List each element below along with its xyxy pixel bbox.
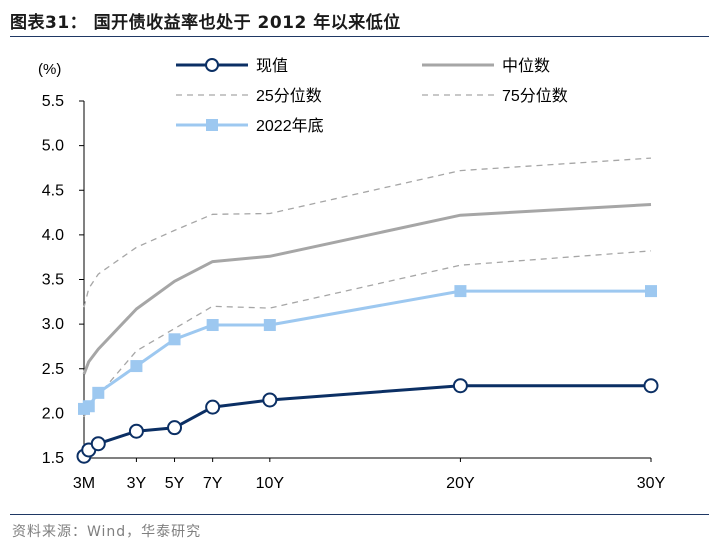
x-tick-label: 30Y — [637, 475, 666, 492]
legend-label-4: 2022年底 — [256, 117, 324, 135]
data-point-2022 — [645, 285, 657, 298]
y-tick-label: 2.0 — [42, 405, 64, 422]
legend-label-1: 中位数 — [502, 57, 550, 75]
legend-label-2: 25分位数 — [256, 87, 322, 105]
data-point-2022 — [454, 285, 467, 298]
x-tick-label: 7Y — [203, 475, 223, 492]
data-point-2022 — [168, 333, 181, 346]
data-point-current — [262, 392, 278, 408]
data-point-2022 — [130, 360, 143, 373]
legend: 现值 中位数 25分位数 75分位数 2022年底 — [176, 57, 568, 135]
series-layer — [76, 157, 659, 464]
title-divider — [10, 36, 709, 37]
series-line-3 — [83, 157, 652, 308]
y-tick-label: 3.5 — [42, 272, 64, 289]
data-point-2022 — [92, 386, 105, 399]
data-point-current — [90, 436, 106, 452]
y-tick-label: 3.0 — [42, 316, 64, 333]
data-point-current — [205, 399, 221, 415]
legend-label-0: 现值 — [256, 57, 288, 75]
source-note: 资料来源：Wind，华泰研究 — [12, 524, 202, 540]
y-tick-label: 4.0 — [42, 227, 64, 244]
x-tick-label: 3Y — [127, 475, 147, 492]
data-point-current — [128, 423, 144, 439]
legend-label-3: 75分位数 — [502, 87, 568, 105]
data-point-2022 — [82, 400, 95, 413]
series-line-0 — [82, 384, 651, 458]
data-point-2022 — [206, 319, 219, 332]
x-tick-label: 20Y — [446, 475, 475, 492]
y-tick-label: 1.5 — [42, 450, 64, 467]
data-point-current — [452, 378, 468, 394]
y-tick-label: 5.0 — [42, 138, 64, 155]
y-tick-label: 4.5 — [42, 182, 64, 199]
legend-marker-0 — [205, 58, 219, 72]
data-point-current — [643, 378, 659, 394]
y-axis-unit-label: (%) — [38, 61, 61, 78]
series-line-1 — [82, 203, 652, 375]
yield-curve-chart: (%) 1.5 2.0 2.5 3.0 3.5 4.0 4.5 5.0 5.5 3M 3Y 5Y 7Y 10… — [38, 57, 666, 492]
data-point-2022 — [263, 319, 276, 332]
data-point-current — [167, 420, 183, 436]
x-tick-label: 3M — [73, 475, 95, 492]
figure-title: 图表31： 国开债收益率也处于 2012 年以来低位 — [10, 13, 401, 33]
source-divider — [10, 514, 709, 515]
x-tick-label: 10Y — [256, 475, 285, 492]
axes-layer: (%) 1.5 2.0 2.5 3.0 3.5 4.0 4.5 5.0 5.5 3M 3Y 5Y 7Y 10… — [38, 61, 666, 492]
legend-marker-4 — [206, 119, 218, 131]
y-tick-label: 2.5 — [42, 361, 64, 378]
y-tick-label: 5.5 — [42, 93, 64, 110]
x-tick-label: 5Y — [165, 475, 185, 492]
